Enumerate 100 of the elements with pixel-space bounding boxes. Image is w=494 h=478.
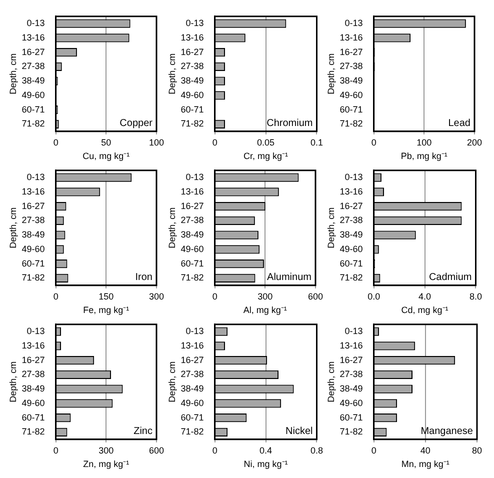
annotation: Iron — [135, 272, 152, 284]
y-tick-label: 13-16 — [180, 32, 204, 42]
x-tick-label: 0.1 — [310, 137, 323, 148]
x-tick-label: 300 — [258, 291, 273, 302]
x-tick-label: 300 — [98, 445, 114, 456]
y-tick-label: 71-82 — [340, 426, 363, 437]
y-axis-title: Depth, cm — [166, 361, 177, 402]
x-axis-title: Cr, mg kg⁻¹ — [244, 151, 288, 162]
y-tick-label: 38-49 — [340, 76, 363, 86]
y-tick-label: 0-13 — [186, 326, 204, 336]
y-tick-label: 71-82 — [340, 272, 363, 283]
y-tick-label: 27-38 — [180, 215, 204, 226]
y-tick-label: 13-16 — [180, 340, 204, 350]
y-tick-label: 27-38 — [22, 61, 45, 72]
annotation: Copper — [120, 118, 154, 130]
y-tick-label: 13-16 — [22, 340, 45, 350]
y-tick-label: 60-71 — [22, 412, 45, 422]
x-axis-title: Al, mg kg⁻¹ — [243, 305, 287, 316]
y-axis-title: Depth, cm — [8, 361, 18, 402]
y-axis-title: Depth, cm — [166, 53, 177, 94]
y-tick-label: 38-49 — [22, 230, 45, 240]
y-tick-label: 16-27 — [22, 354, 45, 365]
y-tick-label: 13-16 — [180, 186, 204, 196]
y-tick-label: 60-71 — [180, 258, 204, 268]
x-axis-title: Mn, mg kg⁻¹ — [401, 459, 450, 470]
y-axis-title: Depth, cm — [166, 207, 177, 248]
y-tick-label: 16-27 — [180, 46, 204, 57]
y-tick-label: 0-13 — [26, 18, 45, 28]
y-tick-label: 49-60 — [180, 244, 204, 254]
y-tick-label: 16-27 — [180, 200, 204, 211]
y-tick-label: 49-60 — [340, 90, 363, 100]
y-tick-label: 27-38 — [340, 61, 363, 72]
x-tick-label: 0.0 — [368, 291, 380, 302]
y-tick-label: 13-16 — [22, 32, 45, 42]
y-tick-label: 13-16 — [340, 186, 363, 196]
x-tick-label: 200 — [466, 137, 482, 148]
x-tick-label: 0 — [371, 445, 376, 456]
annotation: Aluminum — [267, 272, 312, 284]
y-tick-label: 38-49 — [22, 384, 45, 394]
x-tick-label: 0 — [212, 137, 218, 148]
y-tick-label: 49-60 — [22, 90, 45, 100]
y-tick-label: 0-13 — [26, 172, 45, 182]
y-tick-label: 60-71 — [340, 104, 363, 114]
y-tick-label: 60-71 — [340, 258, 363, 268]
annotation: Nickel — [286, 426, 313, 438]
y-tick-label: 71-82 — [22, 118, 45, 129]
y-tick-label: 60-71 — [22, 104, 45, 114]
y-tick-label: 0-13 — [344, 172, 363, 182]
y-tick-label: 16-27 — [340, 354, 363, 365]
x-tick-label: 40 — [420, 445, 430, 456]
y-tick-label: 27-38 — [180, 369, 204, 380]
y-tick-label: 27-38 — [22, 215, 45, 226]
y-tick-label: 38-49 — [340, 230, 363, 240]
y-axis-title: Depth, cm — [326, 361, 336, 402]
x-axis-title: Pb, mg kg⁻¹ — [400, 151, 448, 162]
annotation: Lead — [448, 118, 470, 130]
x-axis-title: Cd, mg kg⁻¹ — [401, 305, 448, 316]
x-tick-label: 0.4 — [260, 445, 272, 456]
y-tick-label: 71-82 — [340, 118, 363, 129]
x-tick-label: 600 — [148, 445, 164, 456]
y-tick-label: 60-71 — [180, 412, 204, 422]
x-tick-label: 100 — [416, 137, 432, 148]
x-axis-title: Cu, mg kg⁻¹ — [82, 151, 130, 162]
y-tick-label: 0-13 — [186, 18, 204, 28]
x-axis-title: Zn, mg kg⁻¹ — [83, 459, 130, 470]
y-tick-label: 49-60 — [340, 244, 363, 254]
y-tick-label: 16-27 — [22, 46, 45, 57]
x-tick-label: 80 — [472, 445, 482, 456]
annotation: Zinc — [134, 426, 152, 438]
y-tick-label: 71-82 — [180, 426, 204, 437]
y-tick-label: 38-49 — [180, 230, 204, 240]
x-tick-label: 600 — [308, 291, 324, 302]
x-tick-label: 0.05 — [257, 137, 275, 148]
y-tick-label: 38-49 — [180, 384, 204, 394]
x-tick-label: 100 — [148, 137, 164, 148]
x-tick-label: 300 — [148, 291, 164, 302]
x-tick-label: 0 — [53, 137, 58, 148]
x-axis-title: Fe, mg kg⁻¹ — [83, 305, 130, 316]
y-tick-label: 27-38 — [180, 61, 204, 72]
y-tick-label: 49-60 — [180, 398, 204, 408]
y-tick-label: 27-38 — [22, 369, 45, 380]
x-tick-label: 0.8 — [310, 445, 323, 456]
y-tick-label: 27-38 — [340, 215, 363, 226]
y-tick-label: 38-49 — [340, 384, 363, 394]
y-tick-label: 0-13 — [186, 172, 204, 182]
annotation: Cadmium — [428, 272, 472, 284]
x-tick-label: 8.0 — [469, 291, 482, 302]
y-tick-label: 38-49 — [22, 76, 45, 86]
y-tick-label: 16-27 — [22, 200, 45, 211]
y-tick-label: 71-82 — [180, 118, 204, 129]
y-tick-label: 49-60 — [22, 244, 45, 254]
y-axis-title: Depth, cm — [326, 207, 336, 248]
y-tick-label: 13-16 — [340, 32, 363, 42]
y-tick-label: 16-27 — [340, 200, 363, 211]
y-tick-label: 71-82 — [180, 272, 204, 283]
annotation: Chromium — [266, 118, 313, 130]
y-tick-label: 60-71 — [180, 104, 204, 114]
y-tick-label: 60-71 — [340, 412, 363, 422]
x-tick-label: 0 — [371, 137, 376, 148]
y-tick-label: 71-82 — [22, 426, 45, 437]
